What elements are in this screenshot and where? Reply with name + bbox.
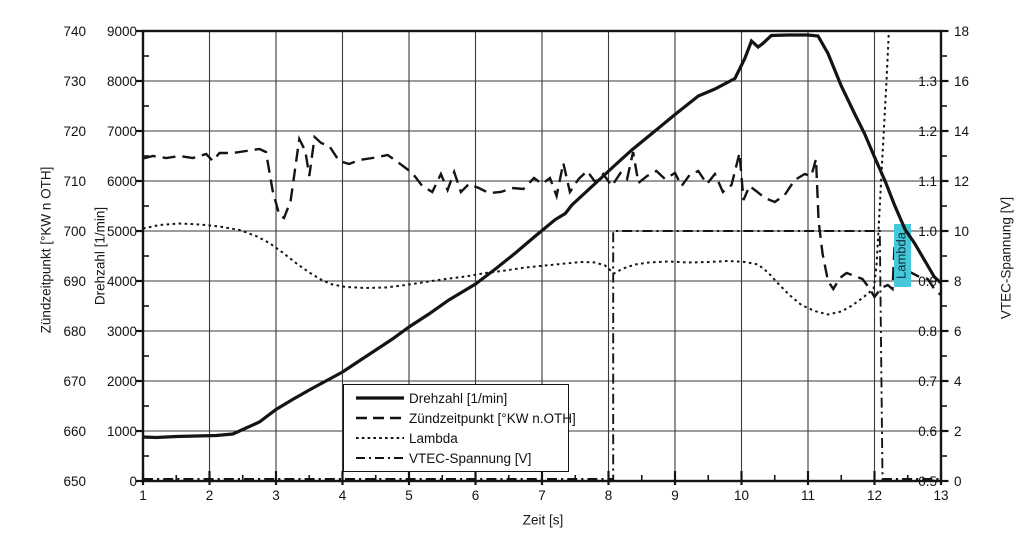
legend-item-zuendzeitpunkt: Lambda Zündzeitpunkt [°KW n.OTH]	[355, 410, 576, 427]
zuendzeitpunkt-tick-label: 680	[63, 324, 86, 339]
zuendzeitpunkt-tick-label: 740	[63, 24, 86, 39]
vtec-tick-label: 18	[954, 24, 969, 39]
x-tick-label: 6	[472, 488, 480, 503]
drehzahl-tick-label: 0	[129, 474, 137, 489]
vtec-tick-label: 12	[954, 174, 969, 189]
drehzahl-tick-label: 6000	[107, 174, 137, 189]
zuendzeitpunkt-tick-label: 690	[63, 274, 86, 289]
lambda-tick-label: 1.2	[918, 124, 937, 139]
vtec-axis-title: VTEC-Spannung [V]	[998, 196, 1014, 320]
vtec-tick-label: 8	[954, 274, 962, 289]
zuendzeitpunkt-tick-label: 720	[63, 124, 86, 139]
x-tick-label: 7	[538, 488, 546, 503]
x-tick-label: 13	[933, 488, 948, 503]
legend-sample-solid-line	[356, 396, 404, 400]
vtec-tick-label: 4	[954, 374, 962, 389]
legend-sample-dashed-line	[356, 416, 404, 420]
vtec-tick-label: 10	[954, 224, 969, 239]
x-tick-label: 11	[801, 488, 815, 503]
drehzahl-axis-title: Drehzahl [1/min]	[92, 206, 108, 306]
series-lines: Lambda	[142, 30, 942, 480]
series-dashed	[142, 134, 942, 300]
series-solid	[142, 33, 942, 440]
zuendzeitpunkt-tick-label: 700	[63, 224, 86, 239]
lambda-tick-label: 1.1	[918, 174, 937, 189]
x-tick-label: 12	[867, 488, 882, 503]
zuendzeitpunkt-tick-label: 650	[63, 474, 86, 489]
vtec-tick-label: 0	[954, 474, 962, 489]
lambda-tick-label: 0.8	[918, 324, 937, 339]
x-tick-label: 10	[734, 488, 749, 503]
series-dotted	[142, 30, 890, 316]
lambda-tick-label: 0.7	[918, 374, 937, 389]
x-tick-label: 9	[671, 488, 679, 503]
lambda-tick-label: 1.0	[918, 224, 937, 239]
legend-label: VTEC-Spannung [V]	[409, 450, 532, 466]
legend-item-lambda: Lambda	[355, 430, 568, 447]
legend-label: Lambda	[409, 430, 458, 446]
x-tick-label: 8	[605, 488, 613, 503]
zuendzeitpunkt-tick-label: 710	[63, 174, 86, 189]
vtec-tick-labels: 0 2 4 6 8 10 12 14 16 18	[954, 24, 970, 489]
x-tick-label: 3	[272, 488, 280, 503]
x-tick-label: 5	[405, 488, 413, 503]
vtec-tick-label: 2	[954, 424, 962, 439]
drehzahl-tick-label: 1000	[107, 424, 137, 439]
legend: Drehzahl [1/min] Lambda Zündzeitpunkt [°…	[343, 384, 576, 472]
vtec-tick-label: 16	[954, 74, 969, 89]
x-axis-title: Zeit [s]	[522, 512, 564, 528]
legend-item-vtec: VTEC-Spannung [V]	[355, 450, 568, 467]
series-dashdot	[143, 230, 941, 480]
legend-item-drehzahl: Drehzahl [1/min]	[355, 390, 568, 407]
x-tick-label: 4	[339, 488, 347, 503]
drehzahl-tick-label: 3000	[107, 324, 137, 339]
lambda-tick-label: 1.3	[918, 74, 937, 89]
zuendzeitpunkt-axis-title: Zündzeitpunkt [°KW n OTH]	[38, 166, 54, 334]
lambda-tick-labels: 0.50.60.70.80.91.01.11.21.3	[918, 74, 937, 489]
drehzahl-tick-label: 7000	[107, 124, 137, 139]
drehzahl-tick-label: 4000	[107, 274, 137, 289]
drehzahl-tick-labels: 0 1000 2000 3000 4000 5000 6000 7000 8000 9000	[107, 24, 137, 489]
x-tick-labels: 1 2 3 4 5 6 7 8 9 10 11 12 13	[139, 488, 948, 503]
legend-label: Zündzeitpunkt [°KW n.OTH]	[409, 410, 576, 426]
drehzahl-tick-label: 8000	[107, 74, 137, 89]
drehzahl-tick-label: 5000	[107, 224, 137, 239]
vtec-tick-label: 14	[954, 124, 970, 139]
zuendzeitpunkt-tick-label: 670	[63, 374, 86, 389]
vtec-tick-label: 6	[954, 324, 962, 339]
zuendzeitpunkt-tick-labels: 650 660 670 680 690 700 710 720 730 740	[63, 24, 86, 489]
lambda-tick-label: 0.6	[918, 424, 937, 439]
axis-ticks	[136, 29, 949, 485]
zuendzeitpunkt-tick-label: 660	[63, 424, 86, 439]
lambda-tick-label: 0.5	[918, 474, 937, 489]
lambda-annotation: Lambda	[894, 224, 911, 287]
x-tick-label: 1	[139, 488, 147, 503]
lambda-annotation-text: Lambda	[894, 231, 909, 279]
zuendzeitpunkt-tick-label: 730	[63, 74, 86, 89]
legend-label: Drehzahl [1/min]	[409, 390, 508, 406]
legend-sample-dashdot-line	[356, 457, 404, 459]
legend-sample-dotted-line	[356, 437, 404, 439]
x-tick-label: 2	[206, 488, 214, 503]
drehzahl-tick-label: 9000	[107, 24, 137, 39]
drehzahl-tick-label: 2000	[107, 374, 137, 389]
